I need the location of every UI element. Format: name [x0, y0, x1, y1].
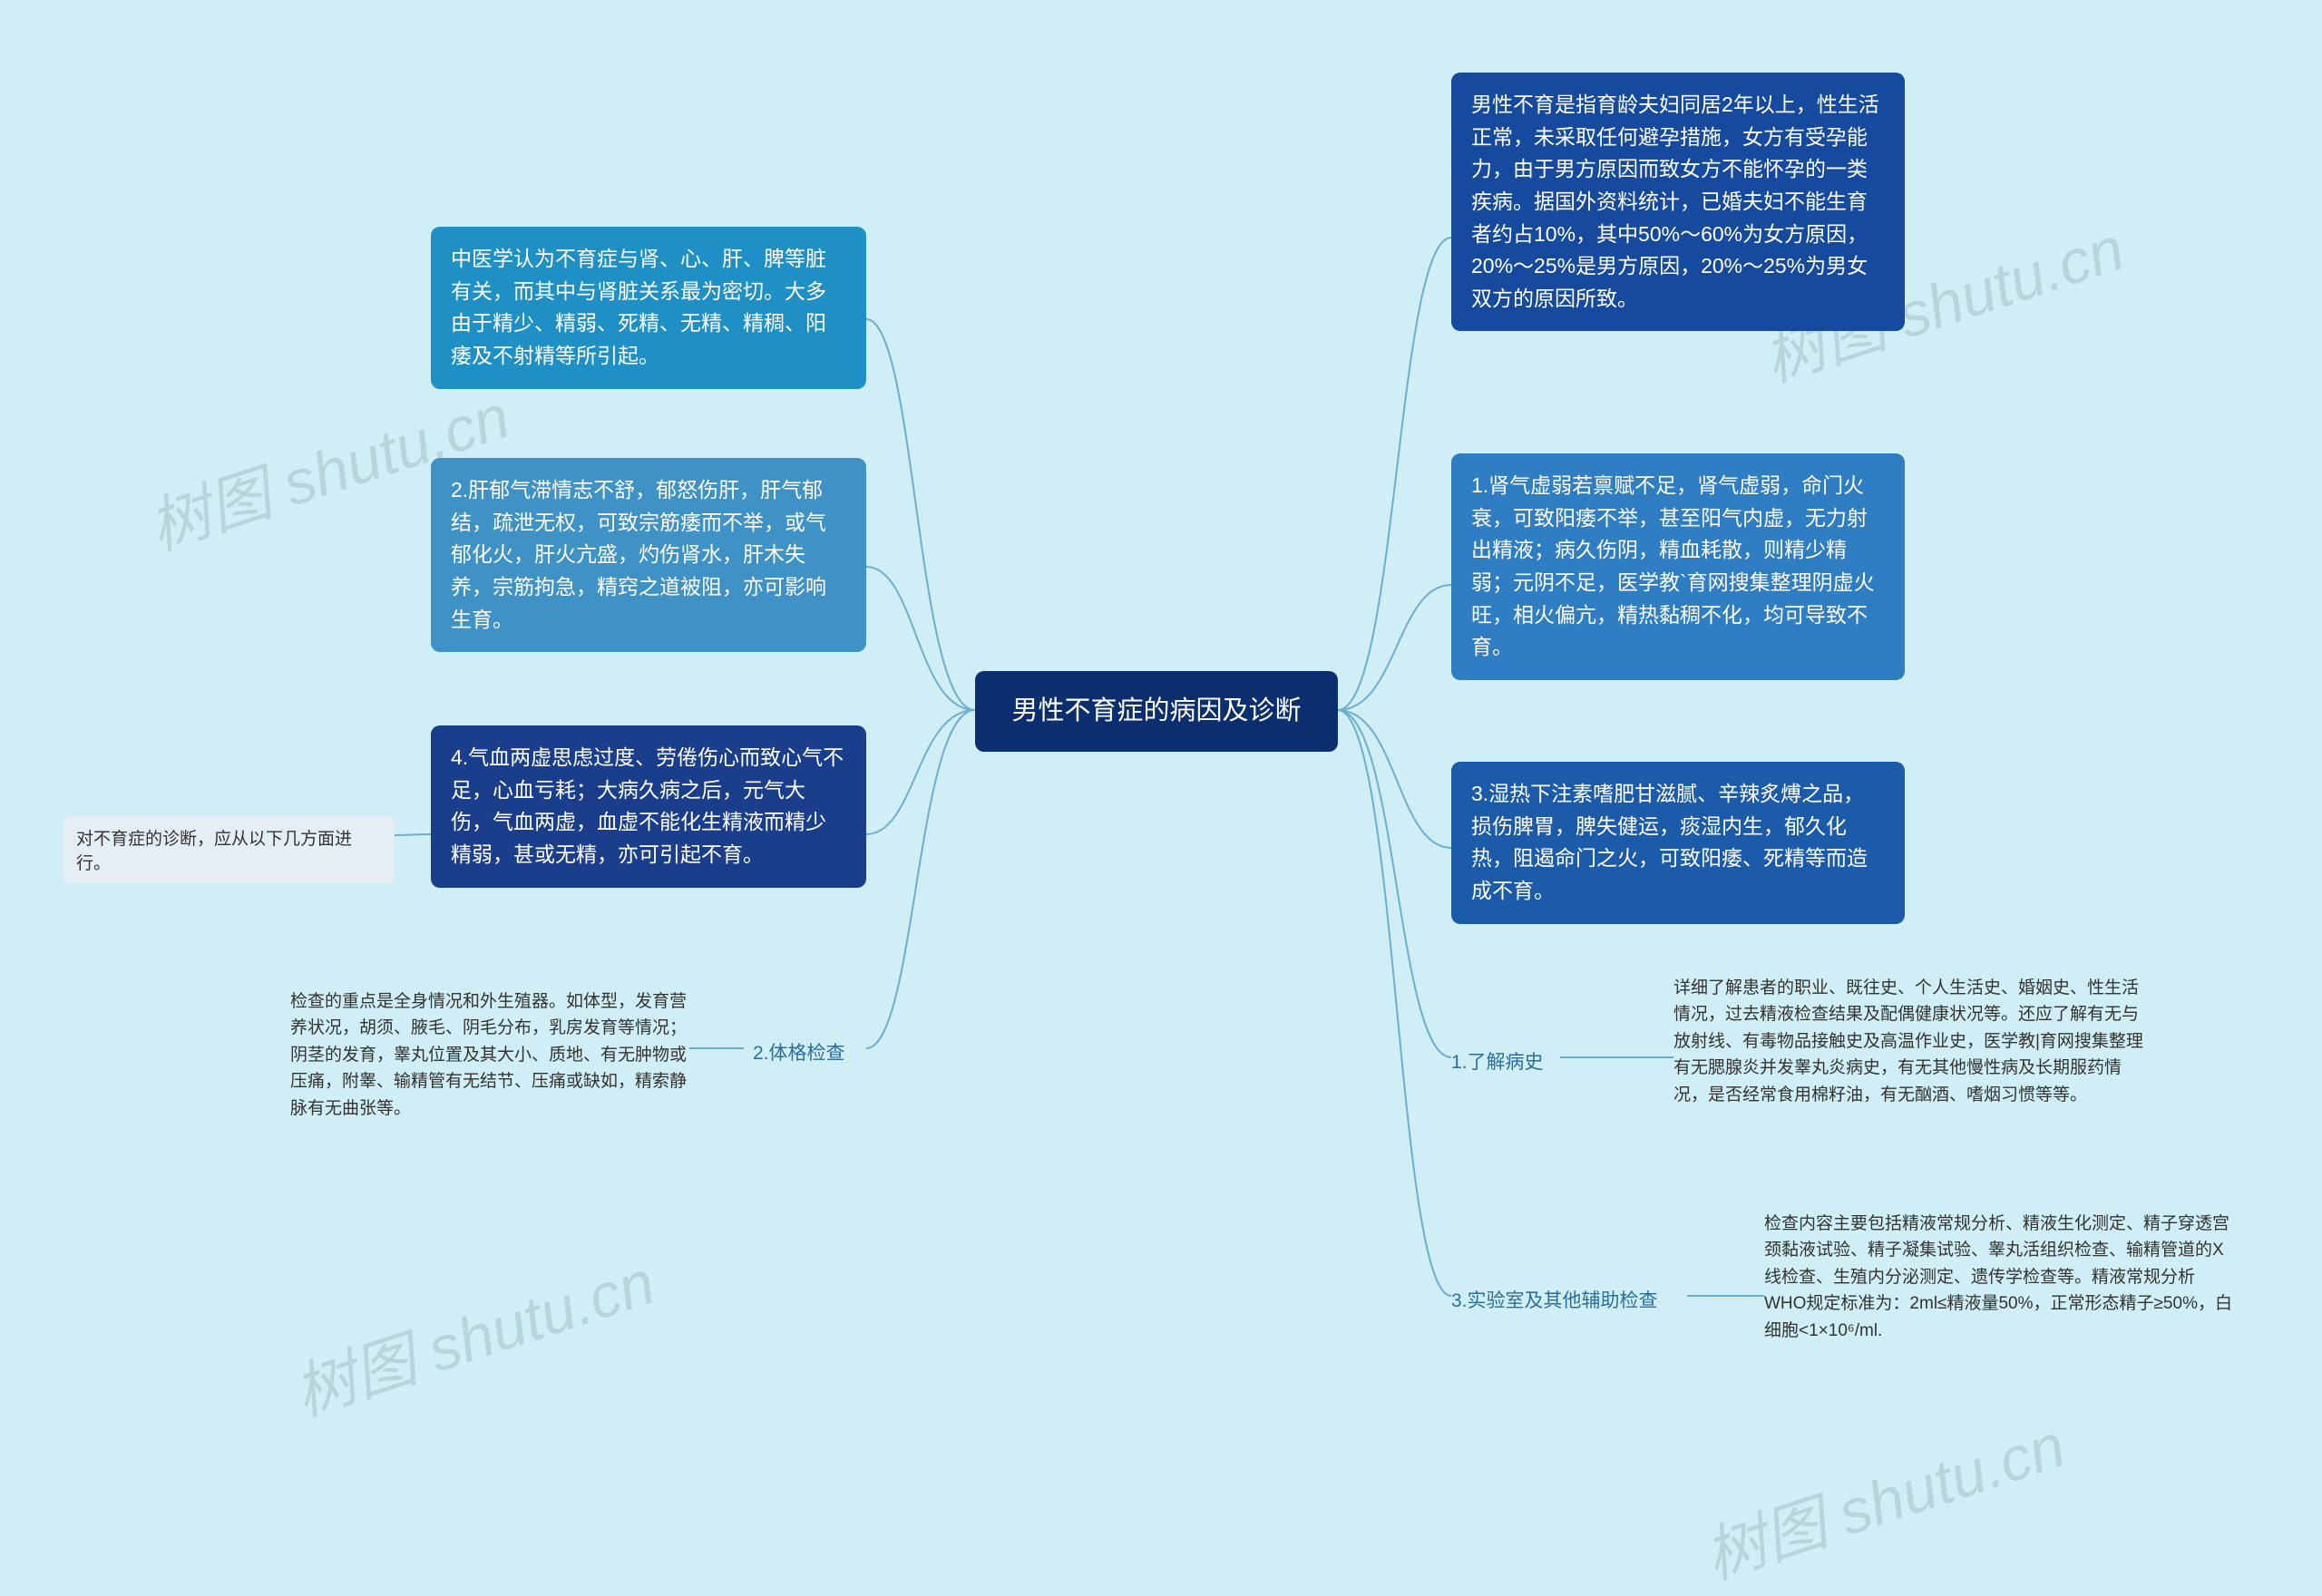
- right-leaf-text-1: 检查内容主要包括精液常规分析、精液生化测定、精子穿透宫颈黏液试验、精子凝集试验、…: [1764, 1211, 2236, 1344]
- watermark-1: 树图 shutu.cn: [281, 1232, 664, 1433]
- left-node-L3: 4.气血两虚思虑过度、劳倦伤心而致心气不足，心血亏耗；大病久病之后，元气大伤，气…: [431, 725, 866, 888]
- right-node-R1: 男性不育是指育龄夫妇同居2年以上，性生活正常，未采取任何避孕措施，女方有受孕能力…: [1451, 73, 1905, 331]
- right-sublabel-0: 1.了解病史: [1451, 1047, 1544, 1075]
- center-node: 男性不育症的病因及诊断: [975, 671, 1338, 752]
- right-leaf-text-0: 详细了解患者的职业、既往史、个人生活史、婚姻史、性生活情况，过去精液检查结果及配…: [1673, 975, 2145, 1108]
- right-node-R2: 1.肾气虚弱若禀赋不足，肾气虚弱，命门火衰，可致阳痿不举，甚至阳气内虚，无力射出…: [1451, 453, 1905, 680]
- left-leaf-diagnosis-note: 对不育症的诊断，应从以下几方面进行。: [63, 816, 395, 883]
- left-sublabel-body-exam: 2.体格检查: [753, 1038, 845, 1066]
- watermark-3: 树图 shutu.cn: [1692, 1396, 2074, 1596]
- right-node-R3: 3.湿热下注素嗜肥甘滋腻、辛辣炙煿之品，损伤脾胃，脾失健运，痰湿内生，郁久化热，…: [1451, 762, 1905, 924]
- left-node-L1: 中医学认为不育症与肾、心、肝、脾等脏有关，而其中与肾脏关系最为密切。大多由于精少…: [431, 227, 866, 389]
- left-leaf-body-exam-detail: 检查的重点是全身情况和外生殖器。如体型，发育营养状况，胡须、腋毛、阴毛分布，乳房…: [290, 988, 689, 1122]
- left-node-L2: 2.肝郁气滞情志不舒，郁怒伤肝，肝气郁结，疏泄无权，可致宗筋痿而不举，或气郁化火…: [431, 458, 866, 652]
- right-sublabel-1: 3.实验室及其他辅助检查: [1451, 1286, 1658, 1313]
